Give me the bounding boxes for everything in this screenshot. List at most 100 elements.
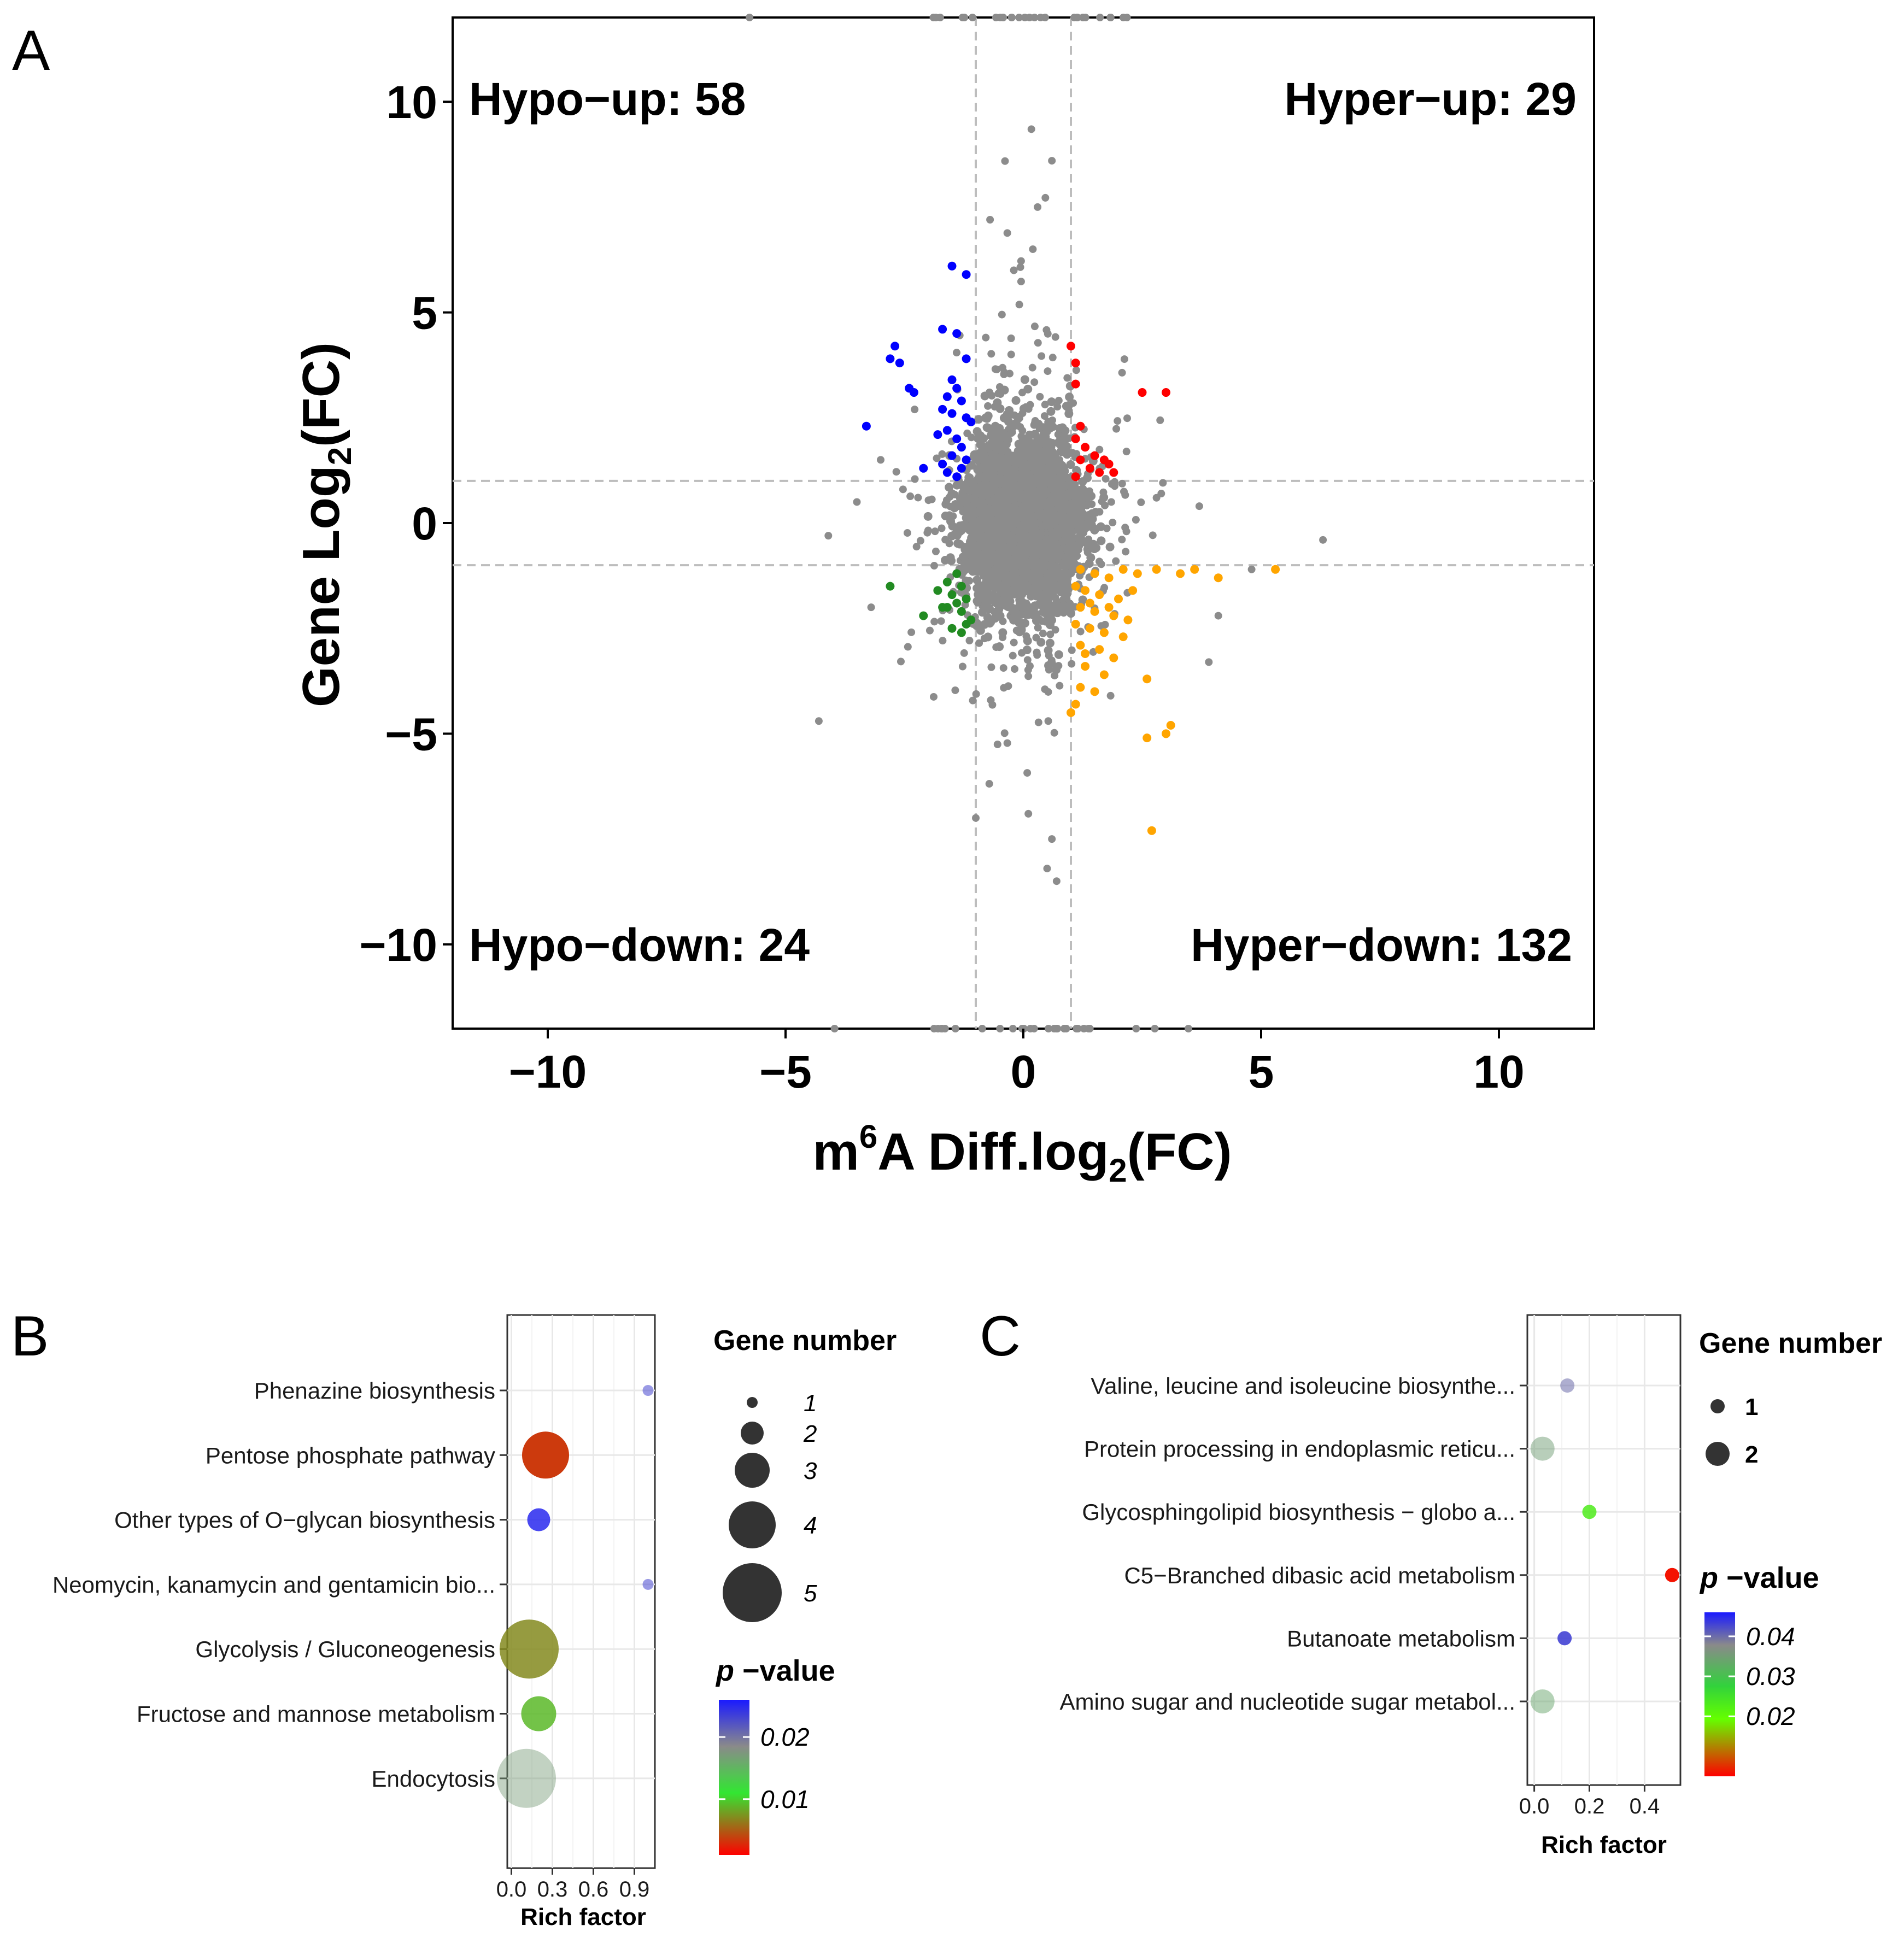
category-label: Butanoate metabolism <box>1287 1625 1515 1651</box>
gene-point <box>1063 374 1071 382</box>
gene-point <box>1006 410 1014 418</box>
gene-point <box>972 690 980 698</box>
significant-gene-point <box>1143 733 1152 743</box>
gene-point <box>961 480 969 489</box>
significant-gene-point <box>966 615 976 625</box>
gene-point <box>1016 263 1024 271</box>
gene-point <box>1065 407 1073 415</box>
x-tick-label: 0.0 <box>496 1877 527 1901</box>
xlabel-part2: A Diff.log <box>877 1123 1109 1181</box>
gene-point <box>938 524 946 532</box>
gene-point <box>951 1025 959 1032</box>
gene-point <box>993 740 1001 748</box>
significant-gene-point <box>891 342 900 351</box>
gene-point <box>992 528 1000 536</box>
gene-point <box>1027 125 1035 133</box>
gene-point <box>1048 518 1056 526</box>
gene-point <box>941 556 950 565</box>
significant-gene-point <box>1143 674 1152 684</box>
gene-point <box>965 577 974 585</box>
gene-point <box>1195 502 1203 510</box>
gene-point <box>981 462 989 470</box>
gene-point <box>972 456 980 464</box>
gene-point <box>988 392 996 400</box>
gene-point <box>976 441 984 449</box>
gene-point <box>1054 430 1062 438</box>
gene-point <box>971 541 980 549</box>
gene-point <box>987 455 995 463</box>
gene-point <box>1056 436 1064 444</box>
gene-point <box>992 14 1000 21</box>
gene-point <box>1007 334 1015 342</box>
x-tick-label: −10 <box>509 1046 587 1097</box>
enrichment-point <box>1665 1568 1679 1582</box>
gene-point <box>1097 536 1106 545</box>
gene-point <box>1041 456 1050 465</box>
gene-point <box>1056 682 1064 690</box>
significant-gene-point <box>919 611 928 620</box>
quadrant-hypo-down-count: : 24 <box>730 919 810 971</box>
enrichment-point <box>522 1431 569 1479</box>
x-tick-label: 0.6 <box>578 1877 609 1901</box>
gene-point <box>1026 475 1034 483</box>
gene-point <box>967 433 975 442</box>
gene-point <box>1017 478 1026 486</box>
gene-point <box>987 663 995 671</box>
gene-point <box>932 14 940 21</box>
gene-point <box>1076 627 1085 636</box>
gene-point <box>986 431 995 441</box>
gene-point <box>1069 399 1077 407</box>
significant-gene-point <box>1071 434 1080 443</box>
gene-point <box>1112 425 1121 433</box>
gene-point <box>1067 499 1075 507</box>
gene-point <box>1052 877 1061 885</box>
significant-gene-point <box>933 430 942 439</box>
significant-gene-point <box>1138 388 1147 397</box>
gene-point <box>1016 557 1024 566</box>
significant-gene-point <box>1090 569 1099 578</box>
gene-point <box>987 443 995 451</box>
gene-point <box>1017 526 1026 535</box>
gene-point <box>1054 467 1062 476</box>
significant-gene-point <box>942 577 952 586</box>
gene-point <box>1073 14 1081 21</box>
significant-gene-point <box>886 582 895 591</box>
significant-gene-point <box>957 396 966 406</box>
gene-point <box>1035 425 1044 433</box>
significant-gene-point <box>1162 729 1170 738</box>
gene-point <box>1030 1025 1038 1032</box>
gene-point <box>1009 585 1017 594</box>
panel-b-colorbar-ticks: 0.01 0.02 <box>719 1723 810 1813</box>
panel-c-x-ticks: 0.0 0.2 0.4 <box>1519 1785 1660 1818</box>
ylabel-part2: (FC) <box>292 342 350 447</box>
gene-point <box>903 529 911 537</box>
gene-point <box>899 485 907 494</box>
gene-point <box>1023 656 1032 664</box>
gene-point <box>982 333 990 342</box>
gene-point <box>1132 1025 1140 1032</box>
gene-point <box>985 606 993 614</box>
gene-point <box>1034 339 1042 347</box>
gene-point <box>1002 455 1010 463</box>
significant-gene-point <box>952 569 962 578</box>
gene-point <box>1095 445 1104 454</box>
significant-gene-point <box>1081 662 1090 671</box>
gene-point <box>996 1025 1004 1032</box>
gene-point <box>1053 403 1062 411</box>
gene-point <box>965 636 974 644</box>
significant-gene-point <box>1114 594 1123 603</box>
gene-point <box>1010 556 1018 565</box>
gene-point <box>1065 478 1074 486</box>
gene-point <box>1050 729 1058 737</box>
quadrant-hyper-down-name: Hyper−down <box>1191 919 1467 971</box>
gene-point <box>1036 14 1045 21</box>
gene-point <box>1035 510 1043 519</box>
gene-point <box>1048 477 1056 485</box>
significant-gene-point <box>952 598 962 608</box>
gene-point <box>989 537 997 545</box>
enrichment-point <box>1560 1378 1575 1393</box>
quadrant-hyper-up-count: : 29 <box>1497 73 1577 125</box>
gene-point <box>1028 363 1036 372</box>
gene-point <box>994 488 1003 496</box>
